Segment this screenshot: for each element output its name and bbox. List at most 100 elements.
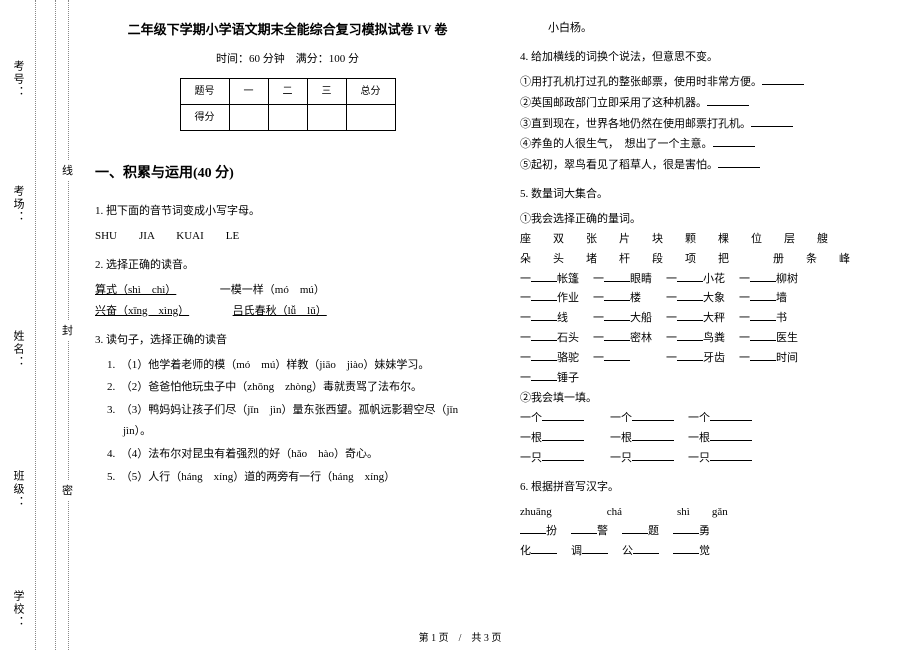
fill-blank	[531, 369, 557, 381]
fill-blank	[542, 449, 584, 461]
q4-text: ⑤起初，翠鸟看见了稻草人，很是害怕。	[520, 159, 718, 171]
fill-blank	[571, 522, 597, 534]
fill-blank	[677, 349, 703, 361]
fill-blank	[707, 94, 749, 106]
binding-label-room: 考场：	[10, 185, 26, 224]
fill-blank	[750, 309, 776, 321]
q5-fill2: 一只一只一只	[520, 449, 905, 469]
q4-text: ①用打孔机打过孔的整张邮票，使用时非常方便。	[520, 76, 762, 88]
q5-fill: 一石头一密林一鸟粪一医生	[520, 329, 905, 349]
binding-label-school: 学校：	[10, 590, 26, 629]
fill-blank	[604, 309, 630, 321]
fill-blank	[632, 449, 674, 461]
binding-label-class: 班级：	[10, 470, 26, 509]
score-cell	[307, 104, 346, 130]
fill-blank	[531, 329, 557, 341]
fill-blank	[531, 542, 557, 554]
table-row: 得分	[180, 104, 395, 130]
fill-blank	[632, 429, 674, 441]
score-table: 题号 一 二 三 总分 得分	[180, 78, 396, 131]
q3-item: 4. （4）法布尔对昆虫有着强烈的好（hǎo hào）奇心。	[95, 444, 480, 465]
fill-blank	[582, 542, 608, 554]
q3-continuation: 小白杨。	[520, 18, 905, 39]
q6-line: 化调公觉	[520, 542, 905, 562]
q3-item: 1. （1）他学着老师的模（mó mú）样教（jiāo jiào）妹妹学习。	[95, 355, 480, 376]
fill-blank	[622, 522, 648, 534]
q4-text: ④养鱼的人很生气， 想出了一个主意。	[520, 138, 713, 150]
q3-item: 5. （5）人行（háng xíng）道的两旁有一行（háng xíng）	[95, 467, 480, 488]
fill-blank	[531, 349, 557, 361]
q4-item: ④养鱼的人很生气， 想出了一个主意。	[520, 134, 905, 155]
fill-blank	[531, 289, 557, 301]
fill-blank	[604, 329, 630, 341]
q3-item: 2. （2）爸爸怕他玩虫子中（zhōng zhòng）毒就责骂了法布尔。	[95, 377, 480, 398]
fill-blank	[718, 156, 760, 168]
fold-line-1	[35, 0, 36, 650]
fold-char-mi: 密	[62, 480, 73, 500]
score-row-label: 得分	[180, 104, 229, 130]
q6-pinyin: zhuāng chá shì gǎn	[520, 502, 905, 523]
fill-blank	[710, 449, 752, 461]
q2-line1: 算式（shì chì） 一模一样（mó mú）	[95, 280, 480, 301]
q5-sub1: ①我会选择正确的量词。	[520, 209, 905, 230]
fill-blank	[677, 309, 703, 321]
q4-item: ③直到现在，世界各地仍然在使用邮票打孔机。	[520, 114, 905, 135]
fill-blank	[520, 522, 546, 534]
q2-opt: 算式（shì chì）	[95, 284, 176, 296]
fill-blank	[751, 115, 793, 127]
q5-words: 座 双 张 片 块 颗 棵 位 层 艘	[520, 230, 905, 250]
fill-blank	[632, 409, 674, 421]
fill-blank	[542, 429, 584, 441]
q5-fill2: 一个一个一个	[520, 409, 905, 429]
fill-blank	[604, 349, 630, 361]
q4-text: ②英国邮政部门立即采用了这种机器。	[520, 97, 707, 109]
score-header: 三	[307, 78, 346, 104]
q6-stem: 6. 根据拼音写汉字。	[520, 477, 905, 498]
q5-fill: 一锤子	[520, 369, 905, 389]
fill-blank	[604, 270, 630, 282]
q5-fill2: 一根一根一根	[520, 429, 905, 449]
q5-fill: 一作业一楼 一大象一墙	[520, 289, 905, 309]
fill-blank	[677, 270, 703, 282]
q4-item: ①用打孔机打过孔的整张邮票，使用时非常方便。	[520, 72, 905, 93]
page-columns: 二年级下学期小学语文期末全能综合复习模拟试卷 IV 卷 时间：60 分钟 满分：…	[95, 18, 905, 618]
fill-blank	[677, 289, 703, 301]
fill-blank	[531, 270, 557, 282]
q2-line2: 兴奋（xīng xìng） 吕氏春秋（lǚ lǔ）	[95, 301, 480, 322]
exam-subtitle: 时间：60 分钟 满分：100 分	[95, 49, 480, 70]
page-footer: 第 1 页 / 共 3 页	[0, 629, 920, 644]
score-cell	[346, 104, 395, 130]
binding-margin: 考号： 考场： 姓名： 班级： 学校： 线 封 密	[0, 0, 75, 650]
q5-fill: 一骆驼一 一牙齿一时间	[520, 349, 905, 369]
q3-stem: 3. 读句子，选择正确的读音	[95, 330, 480, 351]
score-header: 题号	[180, 78, 229, 104]
fill-blank	[542, 409, 584, 421]
q2-opt: 一模一样（mó mú）	[220, 284, 325, 296]
q4-text: ③直到现在，世界各地仍然在使用邮票打孔机。	[520, 118, 751, 130]
section-1-title: 一、积累与运用(40 分)	[95, 161, 480, 188]
score-header: 二	[268, 78, 307, 104]
q4-item: ⑤起初，翠鸟看见了稻草人，很是害怕。	[520, 155, 905, 176]
score-header: 总分	[346, 78, 395, 104]
fill-blank	[604, 289, 630, 301]
table-row: 题号 一 二 三 总分	[180, 78, 395, 104]
score-header: 一	[229, 78, 268, 104]
q5-words: 朵 头 堵 杆 段 项 把 册 条 峰	[520, 250, 905, 270]
q2-opt: 兴奋（xīng xìng）	[95, 305, 189, 317]
fill-blank	[750, 270, 776, 282]
binding-label-exam-no: 考号：	[10, 60, 26, 99]
binding-label-name: 姓名：	[10, 330, 26, 369]
q3-item: 3. （3）鸭妈妈让孩子们尽（jǐn jìn）量东张西望。孤帆远影碧空尽（jǐn…	[95, 400, 480, 442]
q2-opt: 吕氏春秋（lǚ lǔ）	[233, 305, 327, 317]
fold-line-2	[55, 0, 56, 650]
fill-blank	[531, 309, 557, 321]
fold-char-xian: 线	[62, 160, 73, 180]
q6-line: 扮警题勇	[520, 522, 905, 542]
q4-item: ②英国邮政部门立即采用了这种机器。	[520, 93, 905, 114]
fill-blank	[750, 329, 776, 341]
exam-title: 二年级下学期小学语文期末全能综合复习模拟试卷 IV 卷	[95, 18, 480, 43]
fill-blank	[762, 73, 804, 85]
q1-stem: 1. 把下面的音节词变成小写字母。	[95, 201, 480, 222]
q1-letters: SHU JIA KUAI LE	[95, 226, 480, 247]
fill-blank	[633, 542, 659, 554]
